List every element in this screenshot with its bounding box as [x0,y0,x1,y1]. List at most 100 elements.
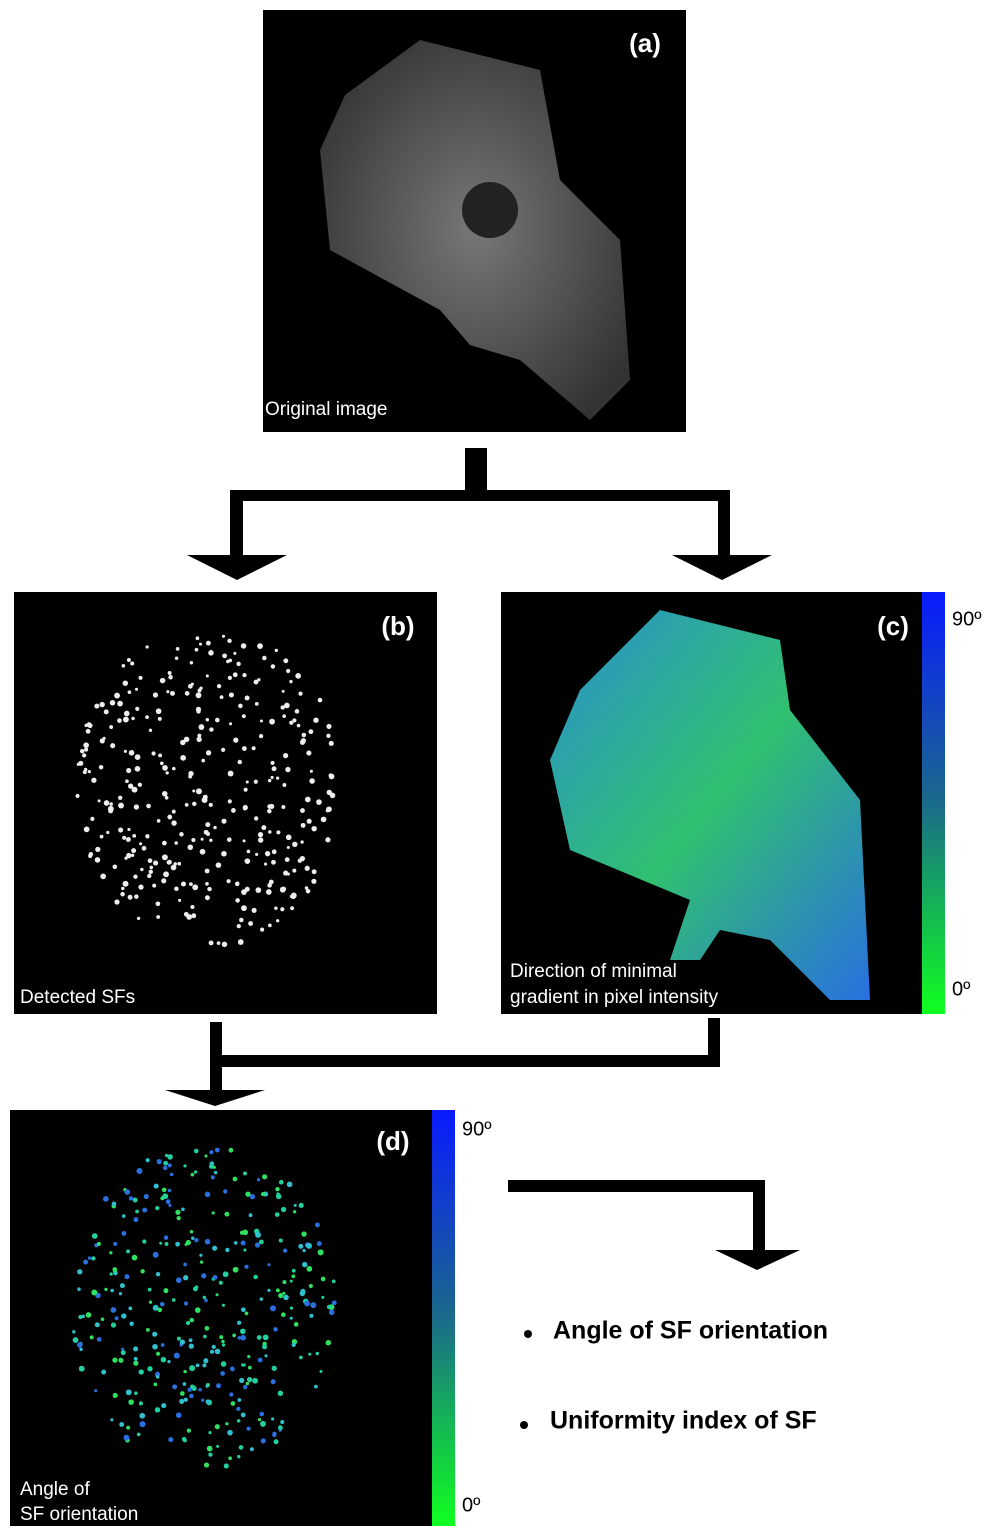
fiber-dot [128,895,133,900]
fiber-dot [271,860,276,865]
fiber-dot [233,1177,238,1182]
fiber-dot [83,770,87,774]
fiber-dot [171,820,176,825]
fiber-dot [209,1150,213,1154]
fiber-dot [268,779,271,782]
fiber-dot [310,1302,316,1308]
fiber-dot [234,1241,238,1245]
fiber-dot [209,727,213,731]
fiber-dot [306,750,311,755]
fiber-dot [196,692,202,698]
fiber-dot [104,800,110,806]
fiber-dot [281,887,286,892]
fiber-dot [174,887,178,891]
fiber-dot [95,847,100,852]
fiber-dot [309,1314,313,1318]
fiber-dot [205,822,210,827]
nucleus [462,182,518,238]
fiber-dot [128,690,132,694]
fiber-dot [205,1192,210,1197]
fiber-dot [182,1437,187,1442]
fiber-dot [292,1343,296,1347]
fiber-dot [276,776,279,779]
fiber-dot [278,1293,283,1298]
fiber-dot [261,1192,265,1196]
fiber-dot [92,1233,98,1239]
fiber-dot [207,887,211,891]
fiber-dot [242,673,246,677]
fiber-dot [254,780,258,784]
fiber-dot [237,1419,240,1422]
fiber-dot [247,1427,251,1431]
fiber-dot [223,1271,229,1277]
fiber-dot [214,1171,217,1174]
fiber-dot [254,816,258,820]
fiber-dot [77,1287,81,1291]
fiber-dot [184,737,189,742]
fiber-dot [203,1296,206,1299]
fiber-dot [133,875,137,879]
fiber-dot [276,830,280,834]
fiber-dot [154,1184,159,1189]
fiber-dot [78,761,83,766]
fiber-dot [149,870,153,874]
fiber-dot [147,874,151,878]
fiber-dot [175,657,179,661]
fiber-dot [168,1204,171,1207]
fiber-dot [255,1232,261,1238]
fiber-dot [163,1166,167,1170]
fiber-dot [235,882,240,887]
fiber-dot [205,882,209,886]
fiber-dot [281,1312,286,1317]
fiber-dot [295,673,301,679]
fiber-dot [109,1251,112,1254]
fiber-dot [111,1307,117,1313]
panel-label: (a) [629,28,661,58]
fiber-dot [301,738,306,743]
fiber-dot [121,1350,126,1355]
fiber-dot [138,783,142,787]
fiber-dot [164,1235,169,1240]
fiber-dot [134,804,139,809]
caption: Original image [265,399,388,420]
fiber-dot [99,765,103,769]
fiber-dot [206,718,209,721]
fiber-dot [156,1352,160,1356]
fiber-dot [98,799,101,802]
fiber-dot [283,658,288,663]
fiber-dot [274,906,277,909]
fiber-dot [153,692,158,697]
fiber-dot [318,1249,324,1255]
fiber-dot [170,1173,174,1177]
fiber-dot [286,835,292,841]
fiber-dot [252,746,256,750]
fiber-dot [126,768,131,773]
fiber-dot [110,700,116,706]
fiber-dot [316,1352,319,1355]
fiber-dot [257,1178,260,1181]
panel-label: (c) [877,611,909,641]
fiber-dot [224,1212,229,1217]
fiber-dot [126,837,131,842]
fiber-dot [138,676,142,680]
fiber-dot [321,1277,326,1282]
fiber-dot [174,841,178,845]
fiber-dot [88,854,92,858]
fiber-dot [183,1164,186,1167]
fiber-dot [201,1273,206,1278]
fiber-dot [228,676,232,680]
fiber-dot [123,881,129,887]
fiber-dot [233,652,236,655]
fiber-dot [162,1188,167,1193]
fiber-dot [180,755,186,761]
fiber-dot [268,830,271,833]
fiber-dot [290,1280,293,1283]
fiber-dot [241,1413,246,1418]
fiber-dot [229,692,234,697]
fiber-dot [283,1248,287,1252]
fiber-dot [128,1306,132,1310]
fiber-dot [316,799,322,805]
fiber-dot [177,1216,181,1220]
fiber-dot [255,887,261,893]
fiber-dot [263,1334,269,1340]
